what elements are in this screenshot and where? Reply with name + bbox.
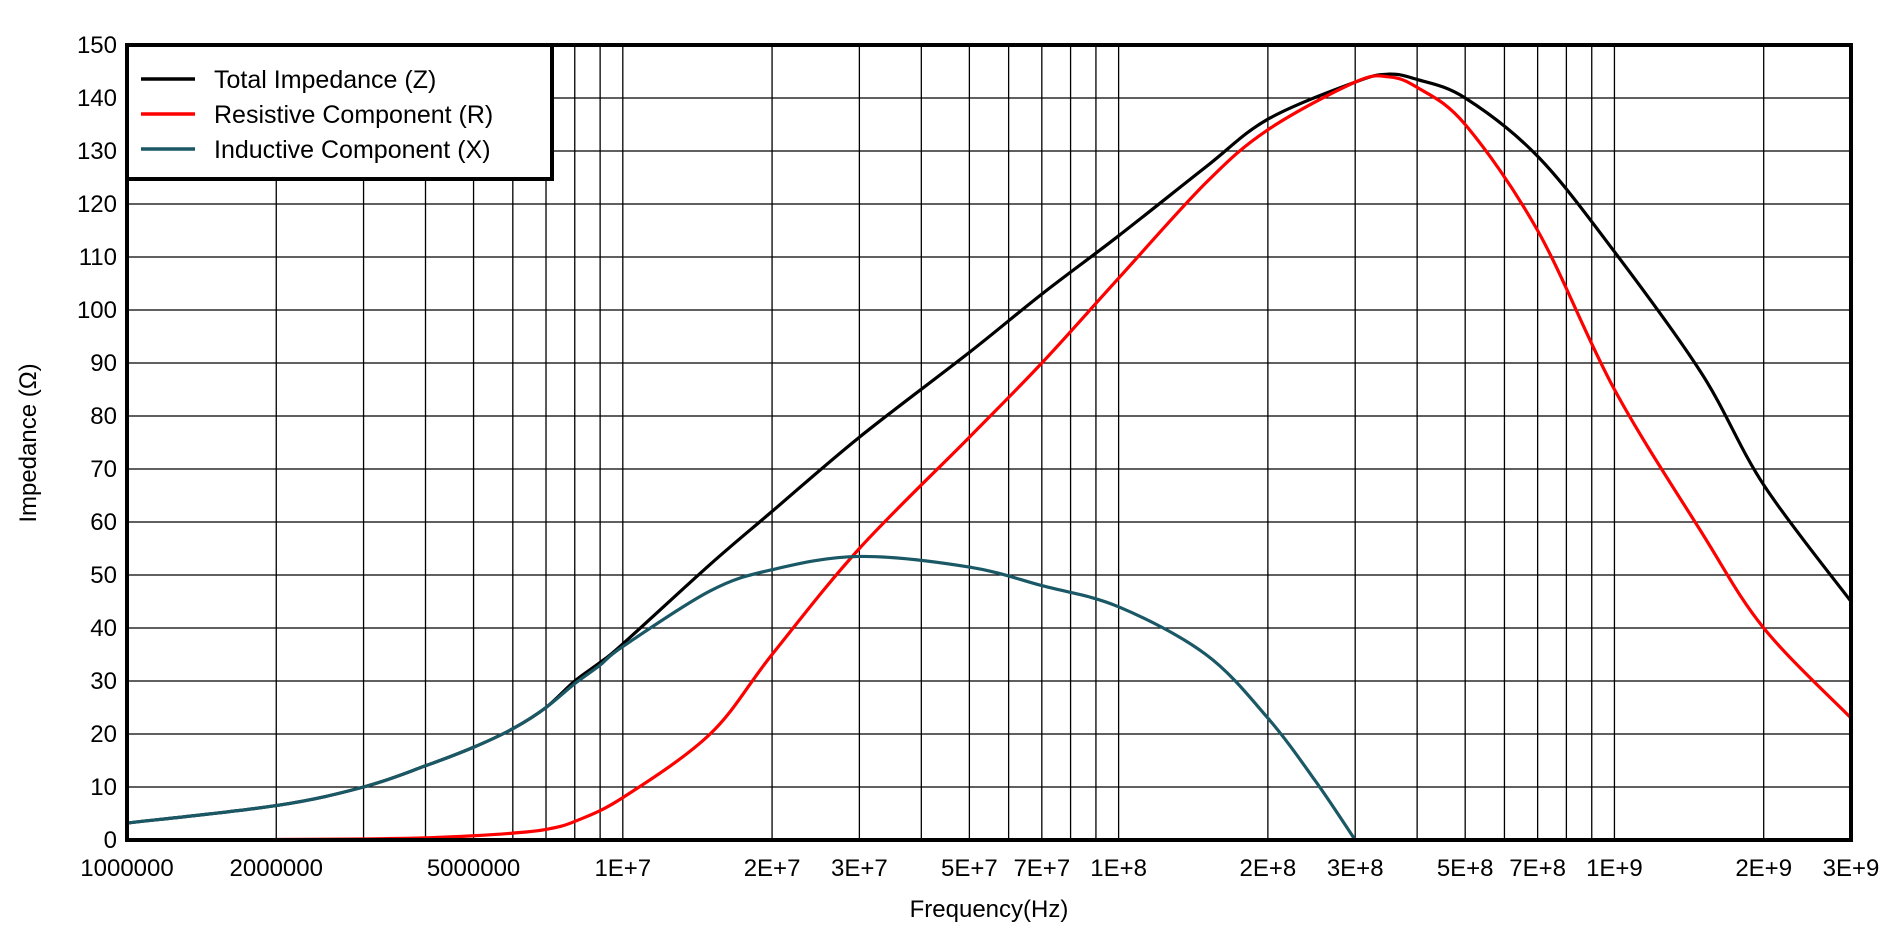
y-tick-label: 130 — [77, 138, 117, 165]
x-tick-label: 2E+8 — [1240, 855, 1297, 882]
y-tick-label: 90 — [90, 350, 117, 377]
x-tick-label: 1000000 — [80, 855, 173, 882]
series-line-resistive-component-r — [276, 74, 1853, 842]
x-tick-label: 5E+7 — [941, 855, 998, 882]
x-tick-label: 1E+7 — [594, 855, 651, 882]
legend: Total Impedance (Z) Resistive Component (… — [125, 43, 554, 181]
series-line-inductive-component-x — [126, 554, 1357, 841]
y-tick-label: 50 — [90, 562, 117, 589]
x-tick-label: 1E+9 — [1586, 855, 1643, 882]
x-tick-label: 1E+8 — [1090, 855, 1147, 882]
y-tick-label: 140 — [77, 85, 117, 112]
y-tick-labels: 0 10 20 30 40 50 60 70 80 90 100 110 120 130 140 150 — [77, 32, 117, 854]
legend-label: Inductive Component (X) — [214, 136, 491, 164]
y-tick-label: 30 — [90, 668, 117, 695]
y-tick-label: 0 — [104, 827, 117, 854]
legend-label: Total Impedance (Z) — [214, 66, 436, 94]
x-tick-labels: 1000000 2000000 5000000 1E+7 2E+7 3E+7 5E+7 7E+… — [80, 855, 1879, 882]
x-tick-label: 5E+8 — [1437, 855, 1494, 882]
y-tick-label: 60 — [90, 509, 117, 536]
x-tick-label: 2E+9 — [1735, 855, 1792, 882]
y-tick-label: 40 — [90, 615, 117, 642]
y-axis-label: Impedance (Ω) — [15, 363, 42, 522]
x-tick-label: 5000000 — [427, 855, 520, 882]
y-tick-label: 110 — [79, 244, 117, 271]
grid — [127, 44, 1851, 841]
series-lines — [126, 72, 1853, 842]
x-tick-label: 7E+8 — [1509, 855, 1566, 882]
x-tick-label: 3E+7 — [831, 855, 888, 882]
y-tick-label: 70 — [90, 456, 117, 483]
x-tick-label: 7E+7 — [1013, 855, 1070, 882]
y-tick-label: 80 — [90, 403, 117, 430]
y-tick-label: 150 — [77, 32, 117, 59]
x-tick-label: 3E+8 — [1327, 855, 1384, 882]
y-tick-label: 10 — [90, 774, 117, 801]
x-tick-label: 2000000 — [230, 855, 323, 882]
x-tick-label: 3E+9 — [1823, 855, 1880, 882]
y-tick-label: 120 — [77, 191, 117, 218]
x-axis-label: Frequency(Hz) — [910, 896, 1069, 923]
legend-box — [125, 43, 554, 181]
x-tick-label: 2E+7 — [744, 855, 801, 882]
y-tick-label: 20 — [90, 721, 117, 748]
y-tick-label: 100 — [77, 297, 117, 324]
plot-frame — [125, 43, 1853, 842]
legend-label: Resistive Component (R) — [214, 101, 493, 129]
